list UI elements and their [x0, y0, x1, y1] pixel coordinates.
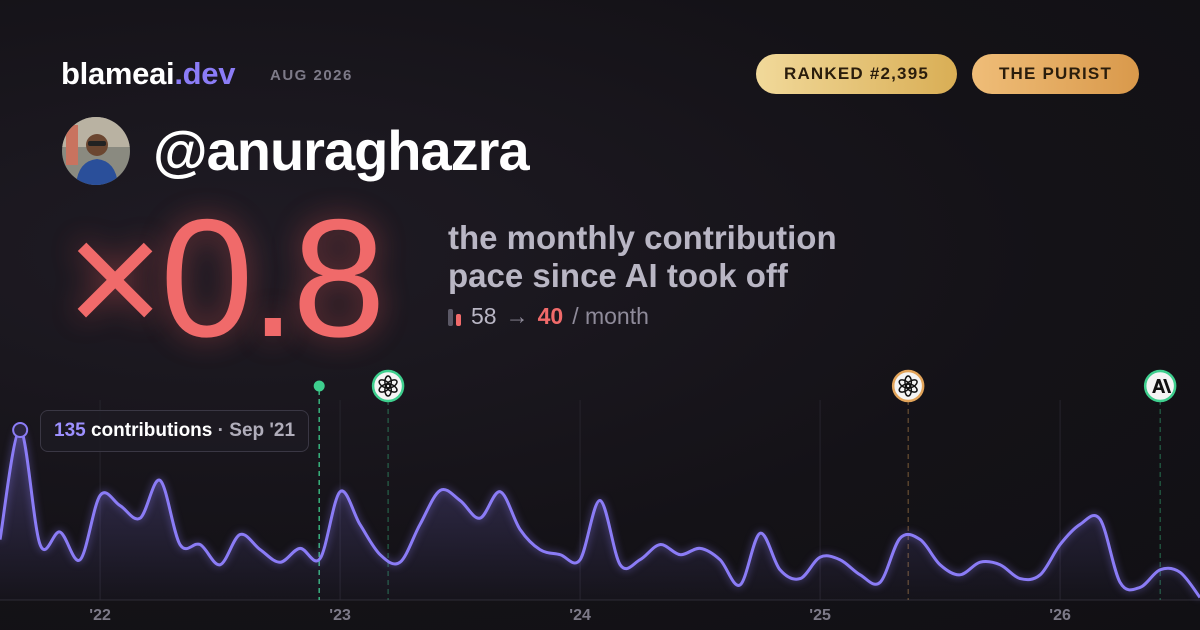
avatar — [62, 117, 130, 185]
event-icon — [1143, 369, 1177, 403]
openai-petal — [898, 379, 911, 389]
avatar-image — [62, 117, 130, 185]
area — [0, 429, 1200, 600]
anthropic-glyph — [1152, 379, 1172, 393]
brand-name: blameai — [61, 56, 175, 91]
chart: '22 '23 '24 '25 '26 — [0, 369, 1200, 624]
pace-before: 58 — [471, 303, 497, 329]
multiplier: ×0.8 — [66, 184, 386, 372]
event-dot — [313, 380, 325, 392]
pace: 58 → 40 / month — [448, 303, 649, 330]
x-tick-label: '23 — [329, 607, 351, 624]
title-badge: THE PURIST — [972, 54, 1139, 94]
x-tick-label: '24 — [569, 607, 591, 624]
tooltip-unit: contributions — [90, 420, 213, 441]
openai-petal — [378, 379, 391, 389]
x-tick-label: '25 — [809, 607, 831, 624]
tooltip-separator: · — [217, 420, 224, 441]
pace-after: 40 — [537, 303, 564, 329]
description: the monthly contribution pace since AI t… — [448, 219, 837, 295]
tooltip-date: Sep '21 — [229, 420, 296, 441]
event-icon — [371, 369, 405, 403]
x-tick-label: '22 — [89, 607, 111, 624]
event-icon — [891, 369, 925, 403]
highlight-point — [12, 422, 29, 438]
period: AUG 2026 — [270, 67, 353, 84]
handle: @anuraghazra — [153, 119, 530, 182]
pace-arrow: → — [505, 303, 529, 329]
x-tick-label: '26 — [1049, 607, 1071, 624]
tooltip: 135 contributions · Sep '21 — [40, 410, 310, 452]
tooltip-value: 135 — [54, 420, 86, 441]
rank-badge: RANKED #2,395 — [756, 54, 957, 94]
pace-unit: / month — [572, 303, 649, 329]
brand-tld: .dev — [174, 56, 236, 91]
description-line: the monthly contribution — [448, 219, 837, 256]
line — [0, 428, 1200, 599]
event-icon-bg — [891, 369, 925, 403]
description-line: pace since AI took off — [448, 257, 788, 294]
pace-icon — [448, 308, 461, 326]
event-icon-bg — [371, 369, 405, 403]
brand: blameai.dev — [61, 56, 236, 92]
